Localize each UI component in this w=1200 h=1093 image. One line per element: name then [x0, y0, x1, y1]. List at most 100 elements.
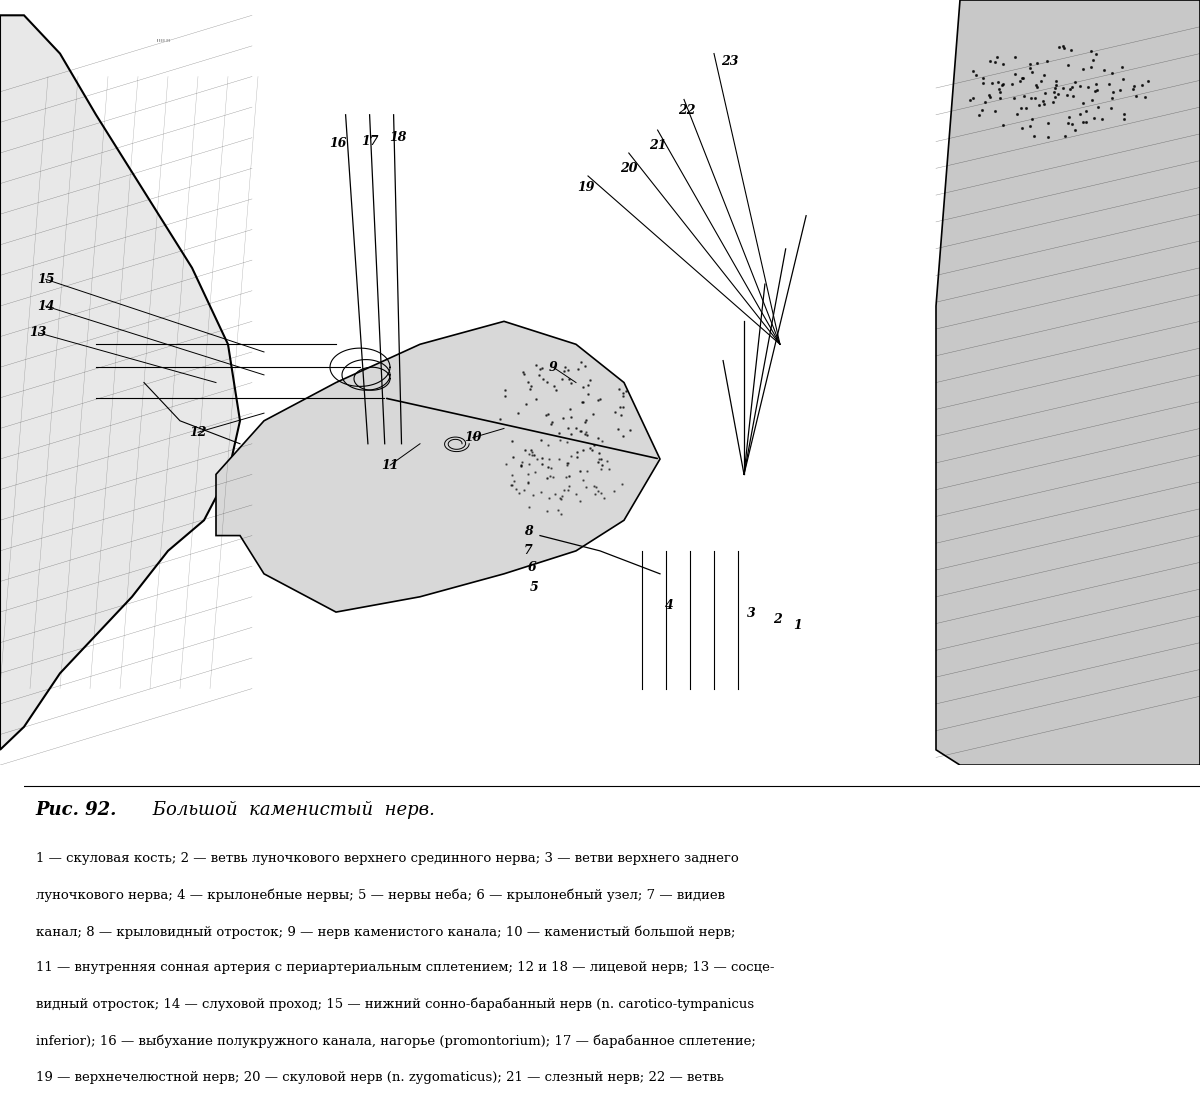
Text: 20: 20 [620, 162, 637, 175]
Point [559, 362, 578, 379]
Point [1037, 51, 1056, 69]
Text: 3: 3 [746, 607, 756, 620]
Point [994, 75, 1013, 93]
Point [530, 360, 550, 377]
Text: Большой  каменистый  нерв.: Большой каменистый нерв. [148, 801, 436, 820]
Point [518, 473, 538, 491]
Point [1102, 64, 1121, 82]
Point [571, 462, 590, 480]
Text: 1: 1 [793, 620, 803, 633]
Point [1084, 109, 1103, 127]
Point [526, 463, 545, 481]
Point [964, 89, 983, 106]
Point [526, 390, 545, 408]
Point [594, 489, 613, 506]
Point [550, 424, 569, 442]
Text: видный отросток; 14 — слуховой проход; 15 — нижний сонно-барабанный нерв (n. car: видный отросток; 14 — слуховой проход; 1… [36, 998, 754, 1011]
Point [551, 491, 570, 508]
Point [527, 356, 546, 374]
Point [1073, 94, 1092, 111]
Point [576, 425, 595, 443]
Point [588, 454, 607, 471]
Point [1058, 56, 1078, 73]
Point [606, 403, 625, 421]
Point [611, 398, 630, 415]
Point [973, 69, 992, 86]
Point [1066, 121, 1085, 139]
Point [521, 377, 540, 395]
Point [610, 380, 629, 398]
Point [970, 106, 989, 124]
Point [542, 468, 562, 485]
Point [580, 372, 599, 389]
Point [1124, 78, 1144, 95]
Point [503, 467, 522, 484]
Point [966, 66, 985, 83]
Point [508, 404, 527, 422]
Point [1045, 79, 1064, 96]
Point [581, 439, 600, 457]
Point [541, 460, 560, 478]
Point [1057, 86, 1076, 104]
Point [988, 48, 1007, 66]
Point [1088, 98, 1108, 116]
Point [592, 460, 611, 478]
Point [557, 433, 576, 450]
Point [1076, 102, 1096, 119]
Point [566, 448, 586, 466]
Text: 1 — скуловая кость; 2 — ветвь луночкового верхнего срединного нерва; 3 — ветви в: 1 — скуловая кость; 2 — ветвь луночковог… [36, 853, 738, 865]
Point [1070, 78, 1090, 95]
Point [515, 440, 534, 458]
Point [1138, 72, 1157, 90]
Point [589, 450, 608, 468]
Point [587, 478, 606, 495]
Point [1013, 119, 1032, 137]
Point [583, 404, 602, 422]
Point [972, 102, 991, 119]
Point [566, 485, 586, 503]
Point [1092, 110, 1111, 128]
Text: 4: 4 [665, 599, 674, 612]
Point [584, 436, 604, 454]
Point [1058, 115, 1078, 132]
Point [983, 74, 1002, 92]
Point [1094, 61, 1114, 79]
Point [1006, 48, 1025, 66]
Point [559, 467, 578, 484]
Point [582, 440, 601, 458]
Point [620, 421, 640, 438]
Point [577, 462, 596, 480]
Point [1036, 84, 1055, 102]
Point [520, 445, 539, 462]
Point [1046, 77, 1066, 94]
Point [576, 357, 595, 375]
Point [1034, 95, 1054, 113]
Point [574, 440, 593, 458]
Point [1062, 79, 1081, 96]
Point [523, 486, 542, 504]
Point [559, 455, 578, 472]
Point [1124, 81, 1144, 98]
Polygon shape [216, 321, 660, 612]
Point [1027, 78, 1046, 95]
Point [511, 456, 530, 473]
Point [1114, 70, 1133, 87]
Point [520, 456, 539, 473]
Point [576, 411, 595, 428]
Point [985, 103, 1004, 120]
Point [1074, 60, 1093, 78]
Point [572, 354, 592, 372]
Point [558, 482, 577, 500]
Polygon shape [0, 15, 240, 750]
Point [552, 487, 571, 505]
Point [1074, 114, 1093, 131]
Point [550, 450, 569, 468]
Point [980, 52, 1000, 70]
Point [608, 420, 628, 437]
Text: 9: 9 [548, 361, 558, 374]
Point [1054, 80, 1073, 97]
Point [518, 374, 538, 391]
Point [576, 413, 595, 431]
Point [1133, 77, 1152, 94]
Point [1033, 92, 1052, 109]
